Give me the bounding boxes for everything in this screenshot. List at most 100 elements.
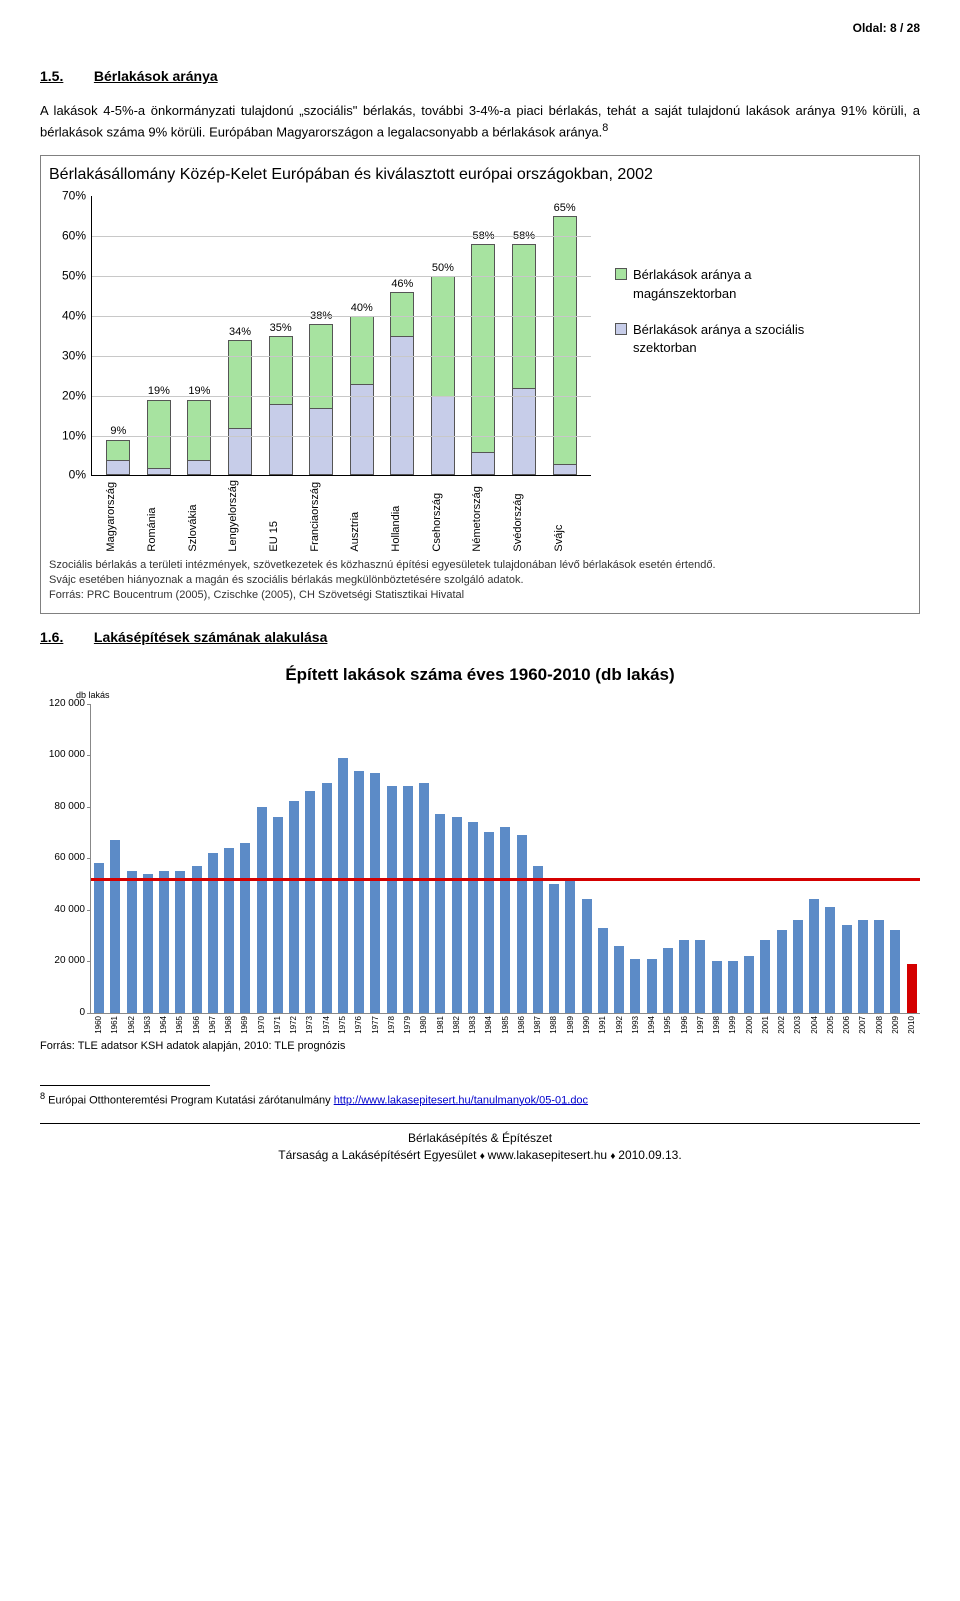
chart2-bar [468, 822, 478, 1013]
chart2-xlabel: 1972 [288, 1016, 298, 1034]
chart2-ytick: 40 000 [43, 903, 85, 917]
footnote-text: Európai Otthonteremtési Program Kutatási… [48, 1094, 334, 1106]
chart2-xlabel: 1975 [337, 1016, 347, 1034]
chart2-ytick: 0 [43, 1006, 85, 1020]
page-footer: Bérlakásépítés & Építészet Társaság a La… [40, 1130, 920, 1164]
bar-segment-private [553, 216, 577, 463]
chart2-xlabel: 1994 [646, 1016, 656, 1034]
chart2-plot-area: 020 00040 00060 00080 000100 000120 000 [90, 704, 920, 1014]
chart1-bar: 50% [431, 196, 455, 475]
chart1-notes: Szociális bérlakás a területi intézménye… [49, 558, 911, 603]
section-heading-1-6: 1.6. Lakásépítések számának alakulása [40, 628, 920, 648]
chart1-xlabel: Lengyelország [227, 480, 251, 552]
chart2-bar [338, 758, 348, 1013]
bar-segment-private [187, 400, 211, 460]
chart2-bar [890, 930, 900, 1012]
legend-swatch-social [615, 323, 627, 335]
chart2-xlabel: 1969 [239, 1016, 249, 1034]
chart2-bar [842, 925, 852, 1013]
chart2-source: Forrás: TLE adatsor KSH adatok alapján, … [40, 1039, 920, 1054]
chart2-bar [777, 930, 787, 1012]
chart1-value-label: 9% [110, 424, 126, 439]
chart1-note-line: Svájc esetében hiányoznak a magán és szo… [49, 573, 911, 588]
chart2-xlabel: 1967 [207, 1016, 217, 1034]
chart1-ytick: 60% [52, 228, 86, 245]
chart1-bar: 40% [350, 196, 374, 475]
chart2-xlabel: 1963 [142, 1016, 152, 1034]
chart2-bar [354, 771, 364, 1013]
bar-segment-social [269, 404, 293, 476]
legend-item-social: Bérlakások aránya a szociális szektorban [615, 321, 813, 357]
chart2-bar [582, 899, 592, 1012]
chart2-bar [549, 884, 559, 1013]
chart2-xlabel: 2009 [890, 1016, 900, 1034]
chart2-bar [257, 807, 267, 1013]
chart1-ytick: 10% [52, 427, 86, 444]
footer-date: 2010.09.13. [618, 1148, 681, 1162]
chart1-xlabel: Szlovákia [187, 480, 211, 552]
chart2-xlabel: 1971 [272, 1016, 282, 1034]
chart-built-flats: Épített lakások száma éves 1960-2010 (db… [40, 663, 920, 1055]
chart1-gridline [92, 316, 591, 317]
chart2-xlabel: 1992 [614, 1016, 624, 1034]
bar-segment-social [309, 408, 333, 476]
chart1-bar: 19% [147, 196, 171, 475]
chart1-xlabel: Csehország [431, 480, 455, 552]
chart1-title: Bérlakásállomány Közép-Kelet Európában é… [49, 164, 911, 186]
chart1-value-label: 35% [270, 321, 292, 336]
chart1-note-line: Szociális bérlakás a területi intézménye… [49, 558, 911, 573]
chart2-bar [517, 835, 527, 1013]
chart2-title: Épített lakások száma éves 1960-2010 (db… [40, 663, 920, 687]
footnote-mark: 8 [40, 1091, 45, 1101]
chart2-xlabel: 1999 [727, 1016, 737, 1034]
chart2-xlabel: 1998 [711, 1016, 721, 1034]
bar-segment-social [187, 460, 211, 476]
bar-segment-private [147, 400, 171, 468]
footer-url: www.lakasepitesert.hu [488, 1148, 607, 1162]
legend-item-private: Bérlakások aránya a magánszektorban [615, 266, 813, 302]
bar-segment-private [350, 316, 374, 384]
chart2-xlabels: 1960196119621963196419651966196719681969… [90, 1014, 920, 1034]
chart2-xlabel: 1991 [597, 1016, 607, 1034]
chart2-bar [370, 773, 380, 1012]
chart1-bar: 19% [187, 196, 211, 475]
chart1-xlabel: Németország [471, 480, 495, 552]
legend-swatch-private [615, 268, 627, 280]
chart1-bar: 46% [390, 196, 414, 475]
chart2-ytick: 100 000 [43, 748, 85, 762]
chart1-xlabels: MagyarországRomániaSzlovákiaLengyelorszá… [91, 476, 591, 552]
chart2-xlabel: 1962 [126, 1016, 136, 1034]
footer-line-1: Bérlakásépítés & Építészet [40, 1130, 920, 1147]
chart2-xlabel: 1993 [630, 1016, 640, 1034]
bar-segment-social [350, 384, 374, 476]
chart2-xlabel: 1974 [321, 1016, 331, 1034]
chart1-bar: 65% [553, 196, 577, 475]
legend-label-social: Bérlakások aránya a szociális szektorban [633, 321, 813, 357]
chart2-xlabel: 1983 [467, 1016, 477, 1034]
chart2-xlabel: 2002 [776, 1016, 786, 1034]
bar-segment-private [106, 440, 130, 460]
chart2-bar [809, 899, 819, 1012]
chart2-xlabel: 1996 [679, 1016, 689, 1034]
chart2-bar [874, 920, 884, 1013]
footnote-separator [40, 1085, 210, 1086]
chart2-xlabel: 1965 [174, 1016, 184, 1034]
chart2-bar [630, 959, 640, 1013]
chart2-bar [565, 881, 575, 1012]
chart1-xlabel: Franciaország [309, 480, 333, 552]
chart1-legend: Bérlakások aránya a magánszektorban Bérl… [615, 266, 813, 552]
chart2-xlabel: 1987 [532, 1016, 542, 1034]
chart2-xlabel: 1960 [93, 1016, 103, 1034]
chart1-value-label: 19% [148, 384, 170, 399]
chart2-bar [793, 920, 803, 1013]
chart2-xlabel: 2004 [809, 1016, 819, 1034]
chart2-ytick-mark [87, 910, 91, 911]
chart2-bar [240, 843, 250, 1013]
chart2-bar [598, 928, 608, 1013]
chart2-bar [224, 848, 234, 1013]
footnote-link[interactable]: http://www.lakasepitesert.hu/tanulmanyok… [334, 1094, 588, 1106]
bar-segment-social [390, 336, 414, 476]
chart2-bar [289, 801, 299, 1012]
chart2-bar [273, 817, 283, 1013]
bar-segment-private [269, 336, 293, 404]
